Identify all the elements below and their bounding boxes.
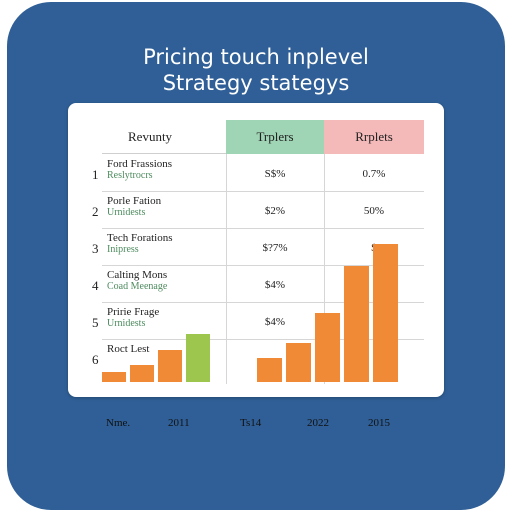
column-header-trplers: Trplers — [226, 120, 324, 154]
row-divider — [102, 265, 424, 266]
row-number: 1 — [92, 167, 99, 182]
bar — [257, 358, 282, 382]
bar — [344, 266, 369, 382]
bar — [102, 372, 126, 382]
row-name: Porle Fation — [107, 195, 162, 207]
row-number: 2 — [92, 204, 99, 219]
row-subtitle: Urnidests — [107, 318, 146, 329]
x-tick-label: Ts14 — [240, 417, 262, 429]
row-value-trplers: $2% — [264, 205, 286, 217]
row-value-trplers: S$% — [264, 168, 286, 180]
row-divider — [102, 339, 424, 340]
row-name: Ford Frassions — [107, 158, 173, 170]
column-header-rrplets: Rrplets — [324, 120, 424, 154]
table-row: 3 Tech Forations Inipress $?7% $ — [92, 232, 424, 268]
chart-title-line2: Strategy stategys — [162, 71, 350, 95]
row-number: 6 — [92, 352, 99, 367]
row-value-trplers: $4% — [264, 279, 286, 291]
x-tick-label: 2015 — [368, 417, 390, 429]
x-tick-label: 2022 — [307, 417, 329, 429]
table-row: 5 Pririe Frage Urnidests $4% — [92, 306, 424, 342]
table-row: 6 Roct Lest — [92, 343, 424, 379]
column-divider — [226, 154, 227, 384]
table-row: 1 Ford Frassions Reslytrocrs S$% 0.7% — [92, 158, 424, 194]
row-subtitle: Urnidests — [107, 207, 146, 218]
bar — [373, 244, 398, 382]
bar — [158, 350, 182, 382]
row-divider — [102, 228, 424, 229]
row-number: 3 — [92, 241, 99, 256]
row-name: Tech Forations — [107, 232, 173, 244]
row-name: Roct Lest — [107, 343, 150, 355]
row-value-rrplets: 0.7% — [362, 168, 386, 180]
row-divider — [102, 191, 424, 192]
row-divider — [102, 302, 424, 303]
row-subtitle: Inipress — [107, 244, 139, 255]
bar — [286, 343, 311, 382]
row-name: Pririe Frage — [107, 306, 160, 318]
bar — [186, 334, 210, 382]
x-tick-label: 2011 — [168, 417, 190, 429]
chart-title-line1: Pricing touch inplevel — [143, 45, 369, 69]
row-number: 4 — [92, 278, 99, 293]
row-subtitle: Coad Meenage — [107, 281, 168, 292]
table-row: 2 Porle Fation Urnidests $2% 50% — [92, 195, 424, 231]
row-value-trplers: $?7% — [262, 242, 288, 254]
column-header-revunty: Revunty — [102, 120, 226, 154]
row-value-rrplets: 50% — [363, 205, 385, 217]
bar — [130, 365, 154, 382]
row-subtitle: Reslytrocrs — [107, 170, 153, 181]
bar — [315, 313, 340, 382]
row-name: Calting Mons — [107, 269, 168, 281]
x-tick-label: Nme. — [106, 417, 131, 429]
table-row: 4 Calting Mons Coad Meenage $4% — [92, 269, 424, 305]
column-divider — [324, 154, 325, 384]
row-value-trplers: $4% — [264, 316, 286, 328]
row-number: 5 — [92, 315, 99, 330]
